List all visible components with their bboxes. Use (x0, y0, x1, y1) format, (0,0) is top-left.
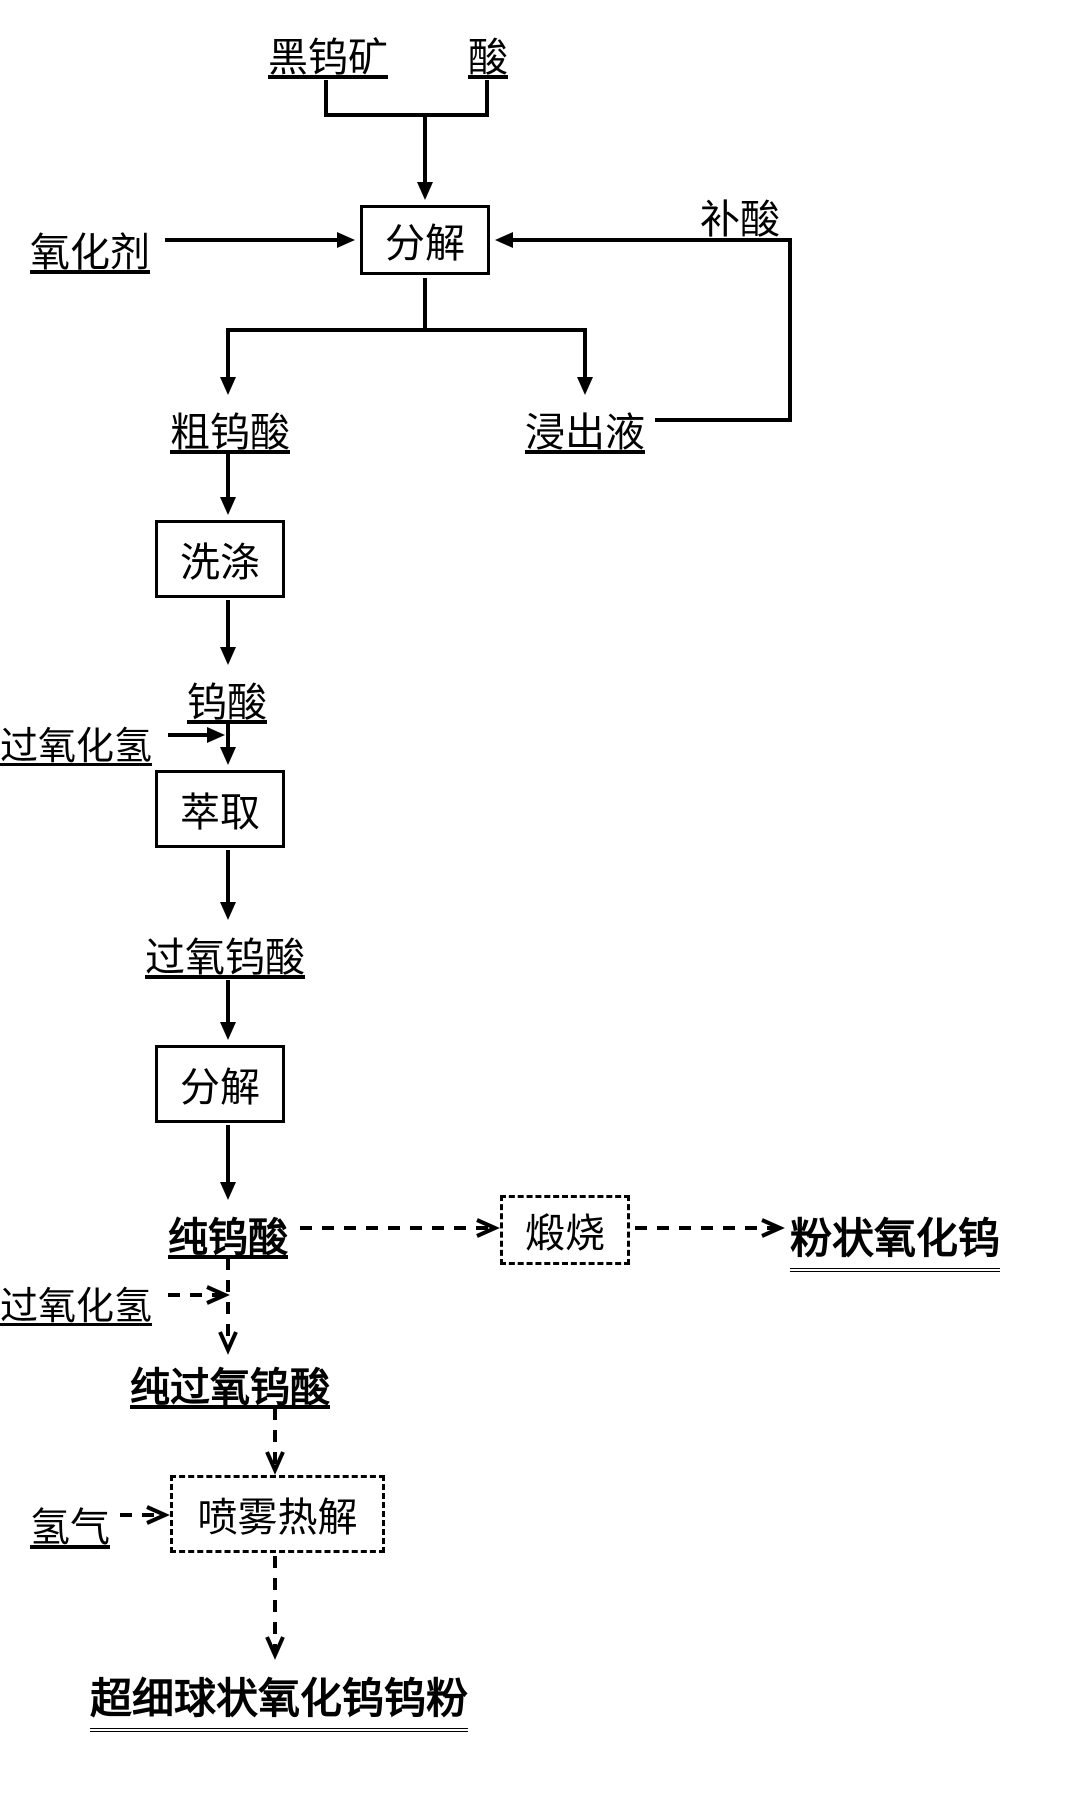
box-duanshao-text: 煅烧 (525, 1201, 605, 1259)
label-guoyanghuaqing1: 过氧化氢 (0, 715, 152, 770)
box-cuiqu-text: 萃取 (180, 780, 260, 838)
label-cuwusuan: 粗钨酸 (170, 400, 290, 458)
label-bu: 补酸 (700, 195, 740, 245)
label-yanghuaji: 氧化剂 (30, 220, 150, 278)
label-wusuan: 钨酸 (187, 670, 267, 728)
box-xidi: 洗涤 (155, 520, 285, 598)
box-xidi-text: 洗涤 (180, 530, 260, 588)
box-fenjie1-text: 分解 (385, 211, 465, 269)
label-guoyangwusuan: 过氧钨酸 (145, 925, 305, 983)
box-penwurejie: 喷雾热解 (170, 1475, 385, 1553)
label-chunwusuan: 纯钨酸 (168, 1205, 288, 1263)
label-fenzhuang: 粉状氧化钨 (790, 1205, 1000, 1272)
box-penwurejie-text: 喷雾热解 (198, 1485, 358, 1543)
box-fenjie2-text: 分解 (180, 1055, 260, 1113)
label-suan: 酸 (468, 25, 508, 83)
label-qingqi: 氢气 (30, 1495, 110, 1553)
box-duanshao: 煅烧 (500, 1195, 630, 1265)
label-heiwukuang: 黑钨矿 (268, 25, 388, 83)
box-fenjie2: 分解 (155, 1045, 285, 1123)
label-guoyanghuaqing2: 过氧化氢 (0, 1275, 152, 1330)
box-fenjie1: 分解 (360, 205, 490, 275)
label-chunguoyangwusuan: 纯过氧钨酸 (130, 1355, 330, 1413)
label-jinchuye: 浸出液 (525, 400, 645, 458)
box-cuiqu: 萃取 (155, 770, 285, 848)
label-chaoxi: 超细球状氧化钨钨粉 (90, 1665, 468, 1732)
